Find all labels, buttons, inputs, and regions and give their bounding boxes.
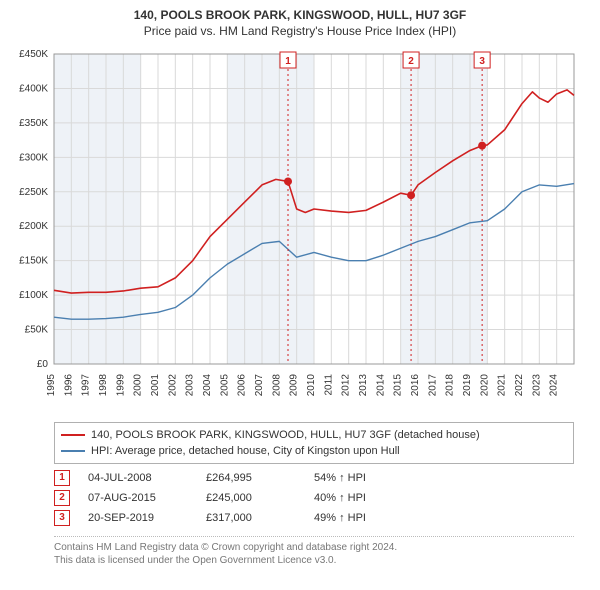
svg-text:£350K: £350K: [19, 118, 48, 129]
legend-row: HPI: Average price, detached house, City…: [61, 443, 567, 459]
svg-text:1997: 1997: [81, 374, 92, 397]
svg-text:2009: 2009: [289, 374, 300, 397]
svg-text:2012: 2012: [341, 374, 352, 397]
svg-text:1995: 1995: [46, 374, 57, 397]
event-date: 04-JUL-2008: [88, 472, 188, 484]
svg-text:2011: 2011: [323, 374, 334, 396]
svg-text:1996: 1996: [63, 374, 74, 397]
event-date: 20-SEP-2019: [88, 512, 188, 524]
svg-text:1: 1: [285, 56, 291, 67]
svg-text:2007: 2007: [254, 374, 265, 397]
svg-text:2005: 2005: [219, 374, 230, 397]
event-price: £264,995: [206, 472, 296, 484]
svg-text:2019: 2019: [462, 374, 473, 397]
svg-text:£200K: £200K: [19, 221, 48, 232]
svg-text:£300K: £300K: [19, 152, 48, 163]
page-title: 140, POOLS BROOK PARK, KINGSWOOD, HULL, …: [6, 8, 594, 22]
event-row: 2 07-AUG-2015 £245,000 40% ↑ HPI: [54, 490, 574, 506]
svg-text:2010: 2010: [306, 374, 317, 397]
svg-text:£0: £0: [37, 359, 49, 370]
svg-text:2004: 2004: [202, 374, 213, 397]
svg-text:2020: 2020: [479, 374, 490, 397]
svg-text:2002: 2002: [167, 374, 178, 397]
svg-text:2014: 2014: [375, 374, 386, 397]
event-row: 1 04-JUL-2008 £264,995 54% ↑ HPI: [54, 470, 574, 486]
svg-text:2008: 2008: [271, 374, 282, 397]
footer-line: This data is licensed under the Open Gov…: [54, 554, 574, 567]
svg-text:2015: 2015: [393, 374, 404, 397]
legend-label: HPI: Average price, detached house, City…: [91, 443, 400, 459]
svg-text:2016: 2016: [410, 374, 421, 397]
event-number: 3: [54, 510, 70, 526]
footer: Contains HM Land Registry data © Crown c…: [54, 536, 574, 567]
event-price: £245,000: [206, 492, 296, 504]
event-row: 3 20-SEP-2019 £317,000 49% ↑ HPI: [54, 510, 574, 526]
svg-text:2013: 2013: [358, 374, 369, 397]
svg-text:2000: 2000: [133, 374, 144, 397]
legend: 140, POOLS BROOK PARK, KINGSWOOD, HULL, …: [54, 422, 574, 464]
event-hpi: 40% ↑ HPI: [314, 492, 366, 504]
svg-text:£50K: £50K: [25, 325, 49, 336]
svg-text:1998: 1998: [98, 374, 109, 397]
svg-text:£250K: £250K: [19, 187, 48, 198]
svg-text:£400K: £400K: [19, 83, 48, 94]
svg-text:2017: 2017: [427, 374, 438, 397]
svg-text:2021: 2021: [497, 374, 508, 397]
svg-text:2: 2: [408, 56, 414, 67]
svg-text:£100K: £100K: [19, 290, 48, 301]
chart-svg: £0 £50K £100K £150K £200K £250K £300K £350K £400…: [6, 44, 594, 414]
price-chart: £0 £50K £100K £150K £200K £250K £300K £350K £400…: [6, 44, 594, 414]
event-hpi: 54% ↑ HPI: [314, 472, 366, 484]
footer-line: Contains HM Land Registry data © Crown c…: [54, 541, 574, 554]
svg-text:£150K: £150K: [19, 256, 48, 267]
legend-swatch: [61, 450, 85, 452]
legend-label: 140, POOLS BROOK PARK, KINGSWOOD, HULL, …: [91, 427, 480, 443]
svg-text:2023: 2023: [531, 374, 542, 397]
event-date: 07-AUG-2015: [88, 492, 188, 504]
event-list: 1 04-JUL-2008 £264,995 54% ↑ HPI 2 07-AUG-201…: [54, 470, 574, 526]
svg-text:2006: 2006: [237, 374, 248, 397]
legend-swatch: [61, 434, 85, 436]
svg-text:2024: 2024: [549, 374, 560, 397]
svg-text:2003: 2003: [185, 374, 196, 397]
event-number: 1: [54, 470, 70, 486]
event-price: £317,000: [206, 512, 296, 524]
svg-text:3: 3: [479, 56, 485, 67]
event-number: 2: [54, 490, 70, 506]
svg-text:1999: 1999: [115, 374, 126, 397]
svg-text:2022: 2022: [514, 374, 525, 397]
page-subtitle: Price paid vs. HM Land Registry's House …: [6, 24, 594, 38]
event-hpi: 49% ↑ HPI: [314, 512, 366, 524]
svg-text:2001: 2001: [150, 374, 161, 397]
legend-row: 140, POOLS BROOK PARK, KINGSWOOD, HULL, …: [61, 427, 567, 443]
svg-text:£450K: £450K: [19, 49, 48, 60]
svg-text:2018: 2018: [445, 374, 456, 397]
